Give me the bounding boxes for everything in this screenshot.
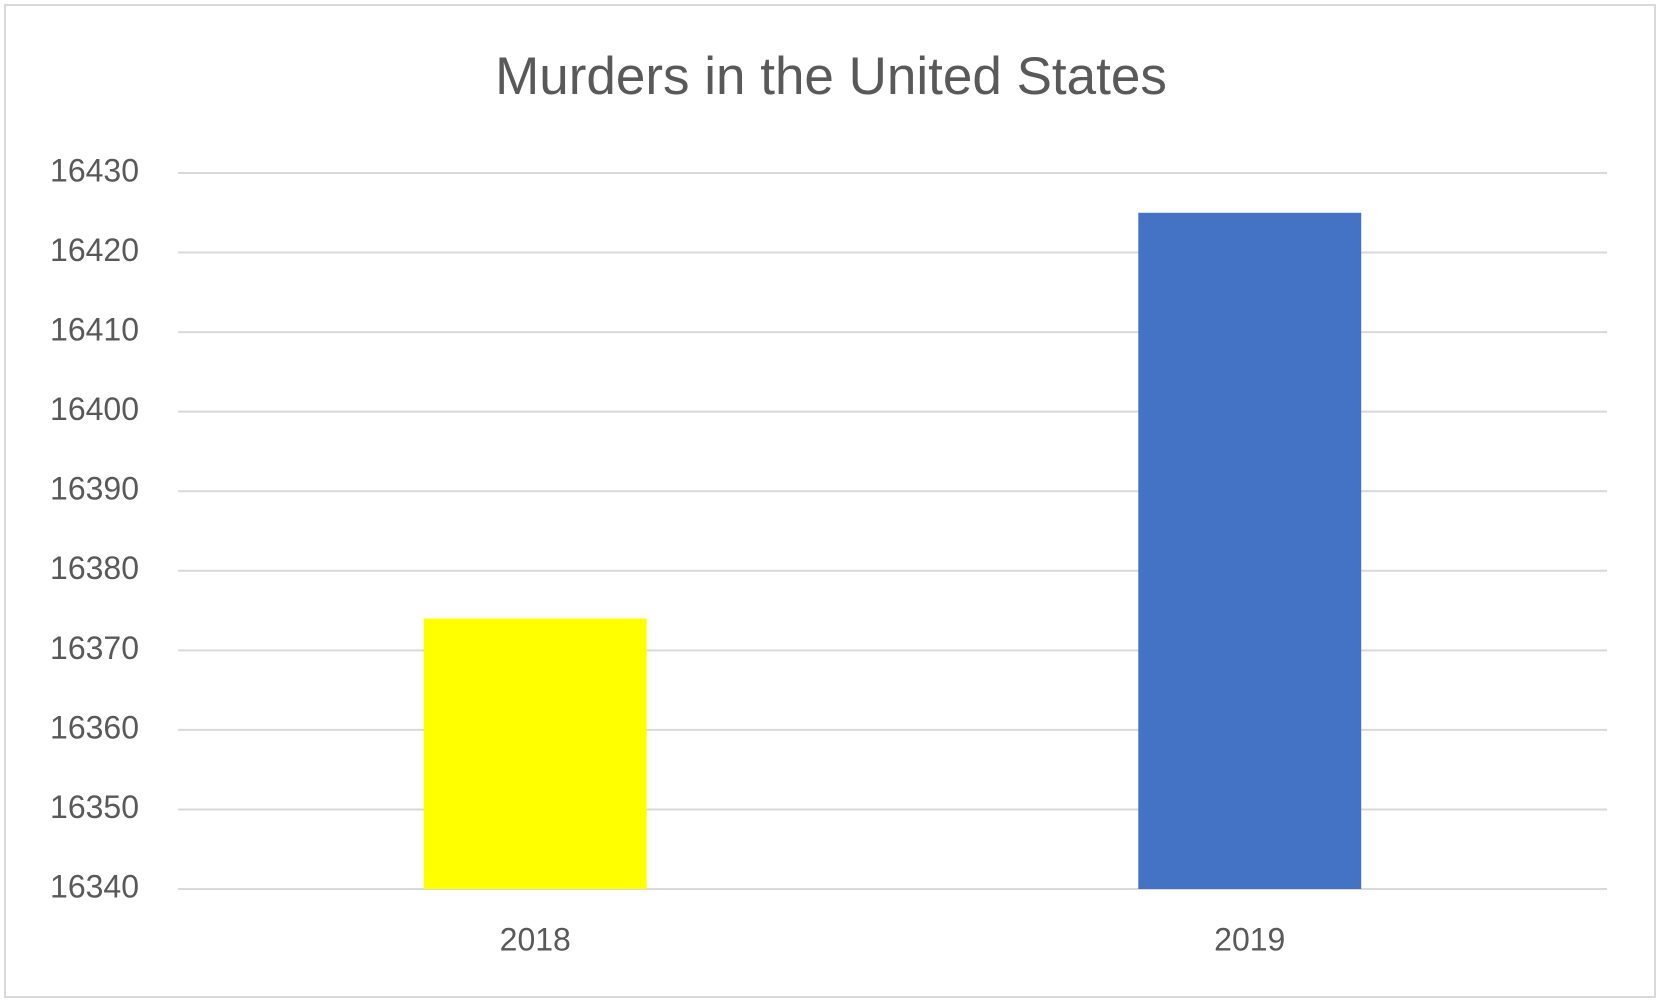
bar (1138, 212, 1362, 889)
y-tick-label: 16430 (50, 152, 139, 188)
y-tick-label: 16350 (50, 789, 139, 825)
y-tick-label: 16360 (50, 709, 139, 745)
y-tick-label: 16420 (50, 232, 139, 268)
y-tick-label: 16400 (50, 391, 139, 427)
y-tick-label: 16410 (50, 312, 139, 348)
bar (423, 618, 647, 889)
y-tick-label: 16380 (50, 550, 139, 586)
y-tick-label: 16390 (50, 471, 139, 507)
chart-frame (4, 4, 1656, 998)
y-tick-label: 16340 (50, 868, 139, 904)
chart-title: Murders in the United States (495, 47, 1167, 106)
y-tick-label: 16370 (50, 630, 139, 666)
x-tick-label: 2018 (500, 921, 571, 957)
x-tick-label: 2019 (1214, 921, 1285, 957)
